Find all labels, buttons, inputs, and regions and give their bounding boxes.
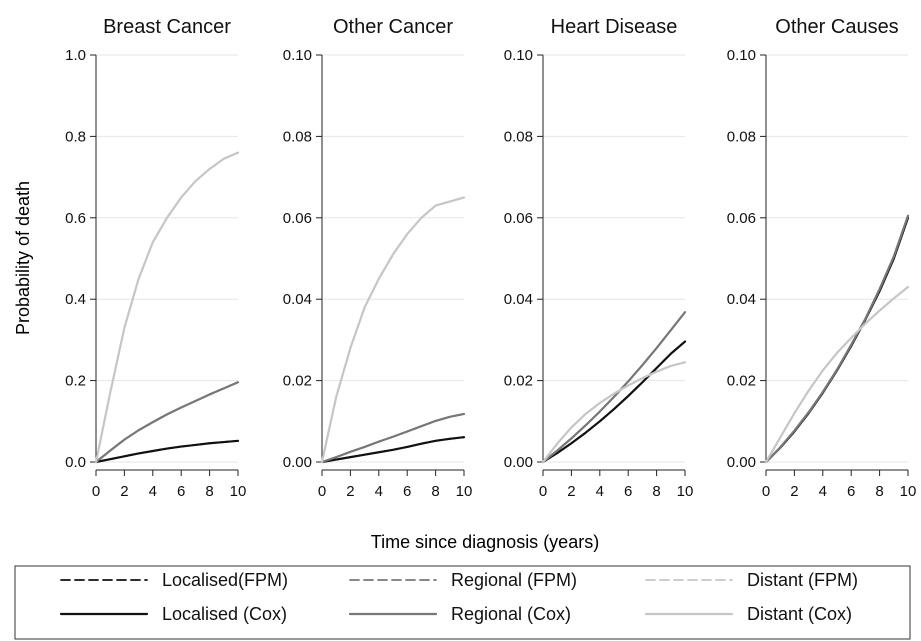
x-tick-label: 6 bbox=[177, 483, 185, 500]
y-tick-label: 0.10 bbox=[283, 47, 312, 64]
y-tick-label: 0.08 bbox=[727, 128, 756, 145]
y-tick-label: 0.06 bbox=[504, 210, 533, 227]
y-tick-label: 0.8 bbox=[65, 128, 86, 145]
legend-label: Localised (Cox) bbox=[162, 604, 287, 624]
x-tick-label: 4 bbox=[819, 483, 827, 500]
series-regional-dash-line bbox=[95, 381, 239, 463]
x-tick-label: 8 bbox=[205, 483, 213, 500]
y-tick-label: 0.04 bbox=[727, 291, 756, 308]
x-tick-label: 2 bbox=[790, 483, 798, 500]
x-tick-label: 6 bbox=[847, 483, 855, 500]
y-tick-label: 0.0 bbox=[65, 454, 86, 471]
series-localised-solid-line bbox=[94, 439, 240, 464]
x-tick-label: 6 bbox=[624, 483, 632, 500]
series-regional-dash-line bbox=[542, 311, 686, 463]
y-tick-label: 0.04 bbox=[504, 291, 533, 308]
chart-panel-4: Other Causes 0.00 0.02 0.04 0.06 0.08 0.10 0 2 4 6… bbox=[727, 16, 917, 500]
y-tick-label: 0.10 bbox=[727, 47, 756, 64]
y-tick-label: 0.02 bbox=[727, 373, 756, 390]
chart-panel-2: Other Cancer 0.00 0.02 0.04 0.06 0.08 0.10 0 2 4 6… bbox=[283, 16, 473, 500]
y-tick-label: 0.08 bbox=[283, 128, 312, 145]
series-regional-solid-line bbox=[320, 412, 466, 464]
series-distant-solid-line bbox=[320, 196, 466, 464]
x-tick-label: 0 bbox=[762, 483, 770, 500]
y-tick-label: 0.00 bbox=[727, 454, 756, 471]
legend: Localised(FPM) Regional (FPM) Distant (FPM… bbox=[14, 565, 911, 640]
series-localised-solid-line bbox=[320, 436, 466, 464]
y-tick-label: 0.02 bbox=[283, 373, 312, 390]
x-tick-label: 0 bbox=[318, 483, 326, 500]
x-axis-label: Time since diagnosis (years) bbox=[371, 532, 599, 552]
y-axis-label: Probability of death bbox=[13, 181, 33, 335]
y-tick-label: 0.08 bbox=[504, 128, 533, 145]
x-tick-label: 10 bbox=[677, 483, 694, 500]
y-tick-label: 0.04 bbox=[283, 291, 312, 308]
panel-title: Heart Disease bbox=[551, 16, 678, 38]
y-tick-label: 0.6 bbox=[65, 210, 86, 227]
y-tick-label: 0.00 bbox=[283, 454, 312, 471]
y-tick-label: 0.10 bbox=[504, 47, 533, 64]
series-regional-solid-line bbox=[541, 311, 687, 464]
x-tick-label: 2 bbox=[567, 483, 575, 500]
x-tick-label: 6 bbox=[403, 483, 411, 500]
x-tick-label: 10 bbox=[230, 483, 247, 500]
legend-label: Regional (FPM) bbox=[451, 570, 577, 590]
y-tick-label: 0.2 bbox=[65, 373, 86, 390]
series-distant-solid-line bbox=[541, 361, 687, 464]
series-distant-solid-line bbox=[94, 151, 240, 464]
y-tick-label: 0.4 bbox=[65, 291, 86, 308]
series-localised-solid-line bbox=[541, 340, 687, 464]
series-regional-solid-line bbox=[94, 381, 240, 464]
legend-label: Distant (FPM) bbox=[747, 570, 858, 590]
series-distant-dash-line bbox=[321, 196, 465, 463]
y-tick-label: 1.0 bbox=[65, 47, 86, 64]
panel-title: Other Causes bbox=[775, 16, 898, 38]
x-tick-label: 8 bbox=[652, 483, 660, 500]
legend-label: Distant (Cox) bbox=[747, 604, 852, 624]
x-tick-label: 8 bbox=[875, 483, 883, 500]
series-regional-solid-line bbox=[764, 214, 910, 464]
legend-label: Regional (Cox) bbox=[451, 604, 571, 624]
chart-panel-1: Breast Cancer 0.0 0.2 0.4 0.6 0.8 1.0 0 2 4 6 8 10 bbox=[65, 16, 246, 500]
y-tick-label: 0.00 bbox=[504, 454, 533, 471]
y-tick-label: 0.02 bbox=[504, 373, 533, 390]
x-tick-label: 2 bbox=[346, 483, 354, 500]
x-tick-label: 10 bbox=[900, 483, 917, 500]
series-distant-solid-line bbox=[764, 285, 910, 464]
x-tick-label: 10 bbox=[456, 483, 473, 500]
series-distant-dash-line bbox=[765, 286, 909, 463]
x-tick-label: 4 bbox=[149, 483, 157, 500]
panel-title: Breast Cancer bbox=[103, 16, 231, 38]
x-tick-label: 4 bbox=[375, 483, 383, 500]
panel-title: Other Cancer bbox=[333, 16, 453, 38]
chart-panel-3: Heart Disease 0.00 0.02 0.04 0.06 0.08 0.10 0 2 4… bbox=[504, 16, 694, 500]
legend-label: Localised(FPM) bbox=[162, 570, 288, 590]
y-tick-label: 0.06 bbox=[283, 210, 312, 227]
x-tick-label: 8 bbox=[431, 483, 439, 500]
x-tick-label: 0 bbox=[92, 483, 100, 500]
x-tick-label: 2 bbox=[120, 483, 128, 500]
y-tick-label: 0.06 bbox=[727, 210, 756, 227]
legend-box bbox=[14, 565, 911, 640]
x-tick-label: 4 bbox=[596, 483, 604, 500]
x-tick-label: 0 bbox=[539, 483, 547, 500]
